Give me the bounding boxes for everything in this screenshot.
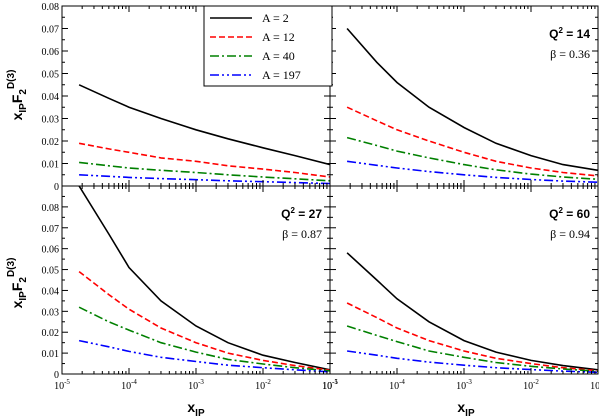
y-tick-label: 0 xyxy=(54,370,59,381)
q2-label: Q2 = 14 xyxy=(549,26,590,41)
y-tick-label: 0.01 xyxy=(42,349,60,360)
series-line-a197 xyxy=(78,339,330,373)
y-tick-label: 0.04 xyxy=(42,286,60,297)
x-tick-label: 10-1 xyxy=(590,378,599,392)
beta-label: β = 0.87 xyxy=(282,227,322,241)
panel-top-right: Q2 = 14 β = 0.36 xyxy=(329,5,599,187)
y-tick-label: 0.03 xyxy=(42,307,60,318)
series-line-a40 xyxy=(79,161,330,182)
x-tick-label: 10-3 xyxy=(188,378,204,392)
series-line-a40 xyxy=(78,306,330,372)
y-axis-label-bottom: xIPF2D(3) xyxy=(6,258,29,309)
series-line-a197 xyxy=(346,160,598,183)
x-tick-label: 10-4 xyxy=(389,378,405,392)
series-line-a40 xyxy=(346,325,598,373)
legend-item: A = 12 xyxy=(210,30,295,44)
series-line-a2 xyxy=(346,27,598,172)
x-axis-label-right: xIP xyxy=(457,399,475,419)
x-tick-label: 10-5 xyxy=(54,378,70,392)
x-tick-label: 10-5 xyxy=(322,378,338,392)
legend-label: A = 197 xyxy=(262,68,301,82)
y-axis-label-top: xIPF2D(3) xyxy=(6,70,29,121)
y-tick-label: 0 xyxy=(54,182,59,193)
legend-label: A = 12 xyxy=(262,30,295,44)
svg-text:xIPF2D(3): xIPF2D(3) xyxy=(6,70,29,121)
legend-item: A = 197 xyxy=(210,68,301,82)
y-tick-label: 0.08 xyxy=(42,2,60,13)
y-tick-label: 0.02 xyxy=(42,328,60,339)
legend-label: A = 40 xyxy=(262,49,295,63)
y-tick-label: 0.06 xyxy=(42,47,60,58)
x-axis-label-left: xIP xyxy=(187,399,205,419)
series-line-a197 xyxy=(79,174,330,185)
legend-box xyxy=(203,5,333,87)
series-line-a197 xyxy=(346,350,598,374)
legend-label: A = 2 xyxy=(262,11,289,25)
x-tick-label: 10-2 xyxy=(255,378,271,392)
y-tick-label: 0.05 xyxy=(42,266,60,277)
y-tick-label: 0.01 xyxy=(42,160,60,171)
x-tick-label: 10-3 xyxy=(456,378,472,392)
y-tick-label: 0.06 xyxy=(42,245,60,256)
svg-text:xIPF2D(3): xIPF2D(3) xyxy=(6,258,29,309)
legend-item: A = 40 xyxy=(210,49,295,63)
x-tick-label: 10-4 xyxy=(121,378,137,392)
series-line-a2 xyxy=(78,186,330,371)
series-line-a2 xyxy=(346,252,598,371)
series-line-a2 xyxy=(78,84,330,166)
series-line-a12 xyxy=(346,302,598,372)
x-tick-label: 10-2 xyxy=(523,378,539,392)
series-line-a12 xyxy=(78,270,330,371)
q2-label: Q2 = 27 xyxy=(281,206,322,221)
x-tick-label: 10-1 xyxy=(322,378,338,392)
beta-label: β = 0.36 xyxy=(550,47,590,61)
y-tick-label: 0.07 xyxy=(42,25,60,36)
series-line-a12 xyxy=(346,106,598,177)
y-tick-label: 0.07 xyxy=(42,224,60,235)
series-line-a12 xyxy=(78,142,330,178)
y-tick-label: 0.02 xyxy=(42,137,60,148)
beta-label: β = 0.94 xyxy=(550,227,590,241)
y-tick-label: 0.03 xyxy=(42,115,60,126)
y-tick-label: 0.04 xyxy=(42,92,60,103)
panel-bottom-right: 10-5 10-4 10-3 10-2 10-1 Q2 = 60 β = 0.94 xyxy=(322,185,599,392)
q2-label: Q2 = 60 xyxy=(549,206,590,221)
y-tick-label: 0.08 xyxy=(42,203,60,214)
y-tick-label: 0.05 xyxy=(42,70,60,81)
legend-item: A = 2 xyxy=(210,11,289,25)
series-line-a40 xyxy=(346,136,598,181)
legend: A = 2 A = 12 A = 40 A = 197 xyxy=(203,5,333,87)
